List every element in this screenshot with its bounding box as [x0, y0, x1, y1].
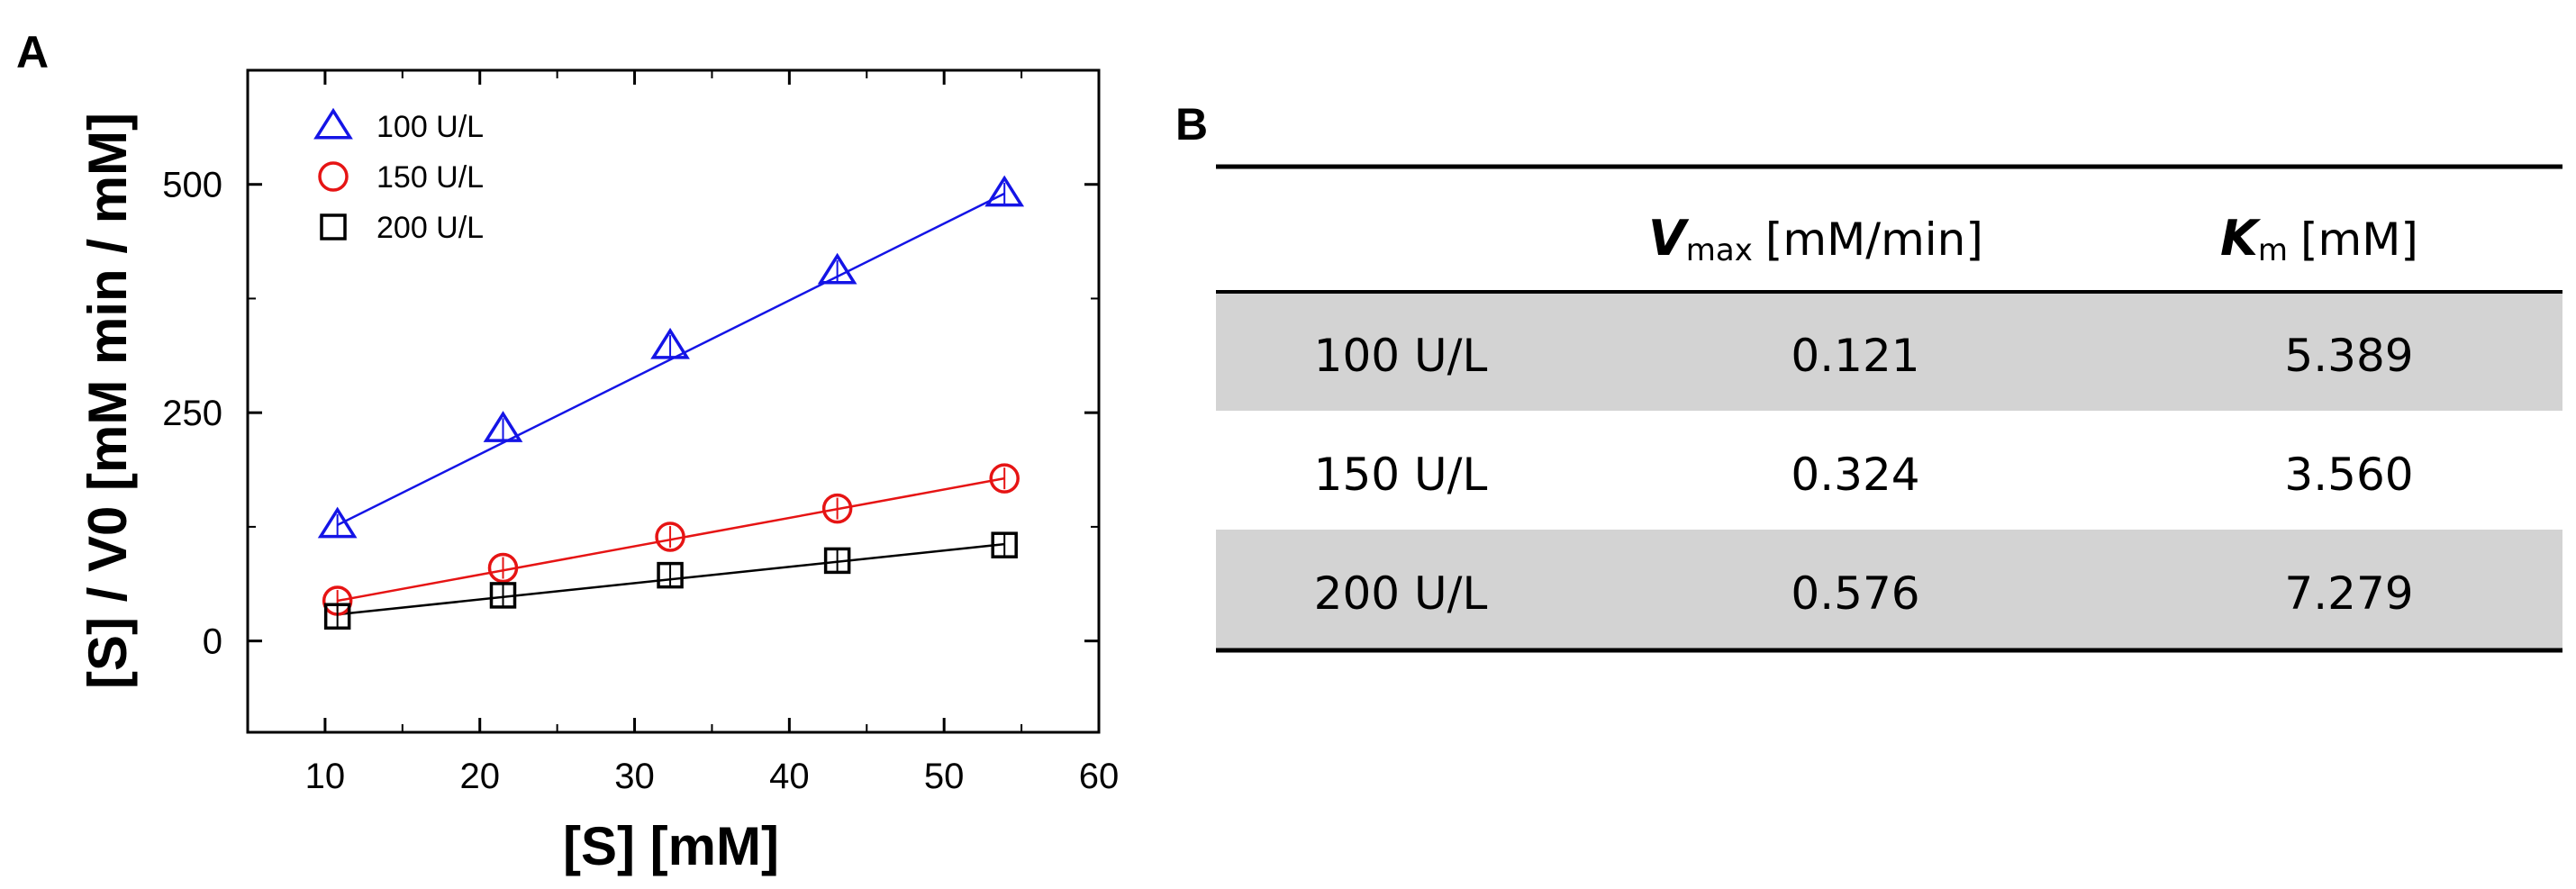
- data-point-series-1: [317, 506, 358, 539]
- data-point-series-1: [817, 252, 857, 285]
- header-km: Km [mM]: [2220, 210, 2418, 268]
- row-2-km: 3.560: [2284, 449, 2413, 501]
- legend-label-1: 100 U/L: [376, 110, 484, 144]
- panel-a-label: A: [16, 27, 49, 77]
- row-1-label: 100 U/L: [1314, 330, 1488, 382]
- data-point-series-3: [657, 561, 684, 589]
- axis-ticks: 10 20 30 40 50 60 0 250 500: [162, 69, 1120, 796]
- data-point-series-1: [483, 411, 523, 442]
- header-km-unit: [mM]: [2300, 213, 2418, 266]
- row-2-vmax: 0.324: [1791, 449, 1919, 501]
- x-tick-label: 40: [769, 757, 810, 796]
- plot-frame: [246, 68, 1101, 734]
- data-markers: [317, 175, 1025, 630]
- x-tick-label: 30: [614, 757, 655, 796]
- y-tick-label: 0: [203, 622, 222, 662]
- x-tick-label: 20: [459, 757, 500, 796]
- data-point-series-2: [487, 552, 519, 584]
- data-point-series-1: [984, 175, 1025, 207]
- data-point-series-2: [989, 463, 1020, 494]
- header-vmax-unit: [mM/min]: [1765, 213, 1983, 266]
- data-point-series-2: [655, 522, 685, 552]
- legend-label-2: 150 U/L: [376, 160, 484, 195]
- row-1-vmax: 0.121: [1791, 330, 1919, 382]
- row-3-label: 200 U/L: [1314, 567, 1488, 620]
- plot-area: 10 20 30 40 50 60 0 250 500 100 U/L 150 U/L 200 U/…: [162, 68, 1120, 796]
- header-vmax-subscript: max: [1686, 232, 1753, 268]
- header-km-subscript: m: [2258, 232, 2288, 268]
- y-tick-label: 500: [162, 166, 222, 205]
- y-axis-label: [S] / V0 [mM min / mM]: [77, 113, 138, 689]
- data-point-series-2: [821, 493, 853, 524]
- shaded-row-3: [1216, 530, 2562, 650]
- legend-marker-3: [320, 213, 347, 240]
- legend: 100 U/L 150 U/L 200 U/L: [313, 107, 484, 245]
- data-point-series-3: [823, 547, 851, 575]
- row-2-label: 150 U/L: [1314, 449, 1488, 501]
- header-vmax-symbol: V: [1648, 210, 1690, 267]
- row-1-km: 5.389: [2284, 330, 2413, 382]
- panel-b-label: B: [1175, 99, 1208, 150]
- shaded-row-1: [1216, 292, 2562, 411]
- legend-marker-1: [313, 107, 353, 140]
- row-3-km: 7.279: [2284, 567, 2413, 620]
- y-tick-label: 250: [162, 394, 222, 433]
- table-shading: [1216, 292, 2562, 650]
- data-point-series-3: [991, 531, 1018, 558]
- legend-marker-2: [318, 161, 349, 192]
- x-tick-label: 60: [1079, 757, 1120, 796]
- fit-line-series-1: [337, 192, 1005, 526]
- row-3-vmax: 0.576: [1791, 567, 1919, 620]
- data-point-series-1: [650, 327, 690, 359]
- x-axis-label: [S] [mM]: [563, 816, 779, 876]
- data-point-series-3: [323, 603, 351, 630]
- data-point-series-3: [489, 582, 517, 609]
- header-vmax: Vmax [mM/min]: [1648, 210, 1983, 268]
- header-km-symbol: K: [2220, 210, 2262, 267]
- x-tick-label: 50: [924, 757, 965, 796]
- kinetics-table: Vmax [mM/min] Km [mM] 100 U/L 0.121 5.389 …: [1216, 164, 2562, 653]
- x-tick-label: 10: [305, 757, 346, 796]
- legend-label-3: 200 U/L: [376, 211, 484, 245]
